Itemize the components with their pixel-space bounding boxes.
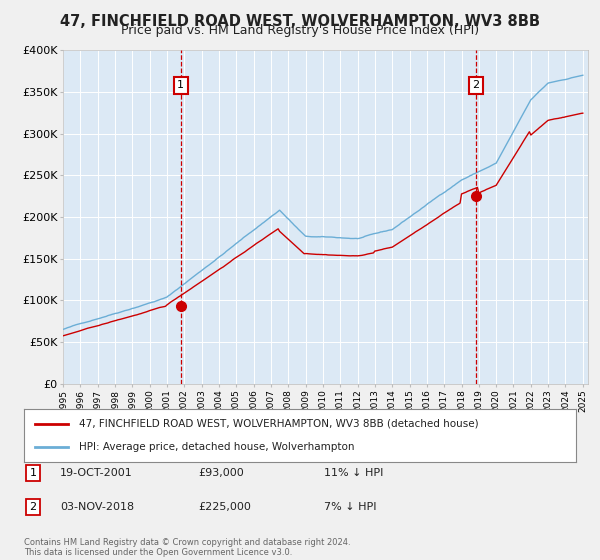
Text: 1: 1 [29, 468, 37, 478]
Text: 1: 1 [178, 81, 184, 90]
Text: HPI: Average price, detached house, Wolverhampton: HPI: Average price, detached house, Wolv… [79, 442, 355, 452]
Text: 2: 2 [29, 502, 37, 512]
Text: 2: 2 [472, 81, 479, 90]
Text: 47, FINCHFIELD ROAD WEST, WOLVERHAMPTON, WV3 8BB: 47, FINCHFIELD ROAD WEST, WOLVERHAMPTON,… [60, 14, 540, 29]
Text: 03-NOV-2018: 03-NOV-2018 [60, 502, 134, 512]
Text: 47, FINCHFIELD ROAD WEST, WOLVERHAMPTON, WV3 8BB (detached house): 47, FINCHFIELD ROAD WEST, WOLVERHAMPTON,… [79, 419, 479, 429]
Text: Contains HM Land Registry data © Crown copyright and database right 2024.
This d: Contains HM Land Registry data © Crown c… [24, 538, 350, 557]
Text: 19-OCT-2001: 19-OCT-2001 [60, 468, 133, 478]
Text: 11% ↓ HPI: 11% ↓ HPI [324, 468, 383, 478]
Text: Price paid vs. HM Land Registry's House Price Index (HPI): Price paid vs. HM Land Registry's House … [121, 24, 479, 37]
Text: £225,000: £225,000 [198, 502, 251, 512]
Text: 7% ↓ HPI: 7% ↓ HPI [324, 502, 377, 512]
Text: £93,000: £93,000 [198, 468, 244, 478]
